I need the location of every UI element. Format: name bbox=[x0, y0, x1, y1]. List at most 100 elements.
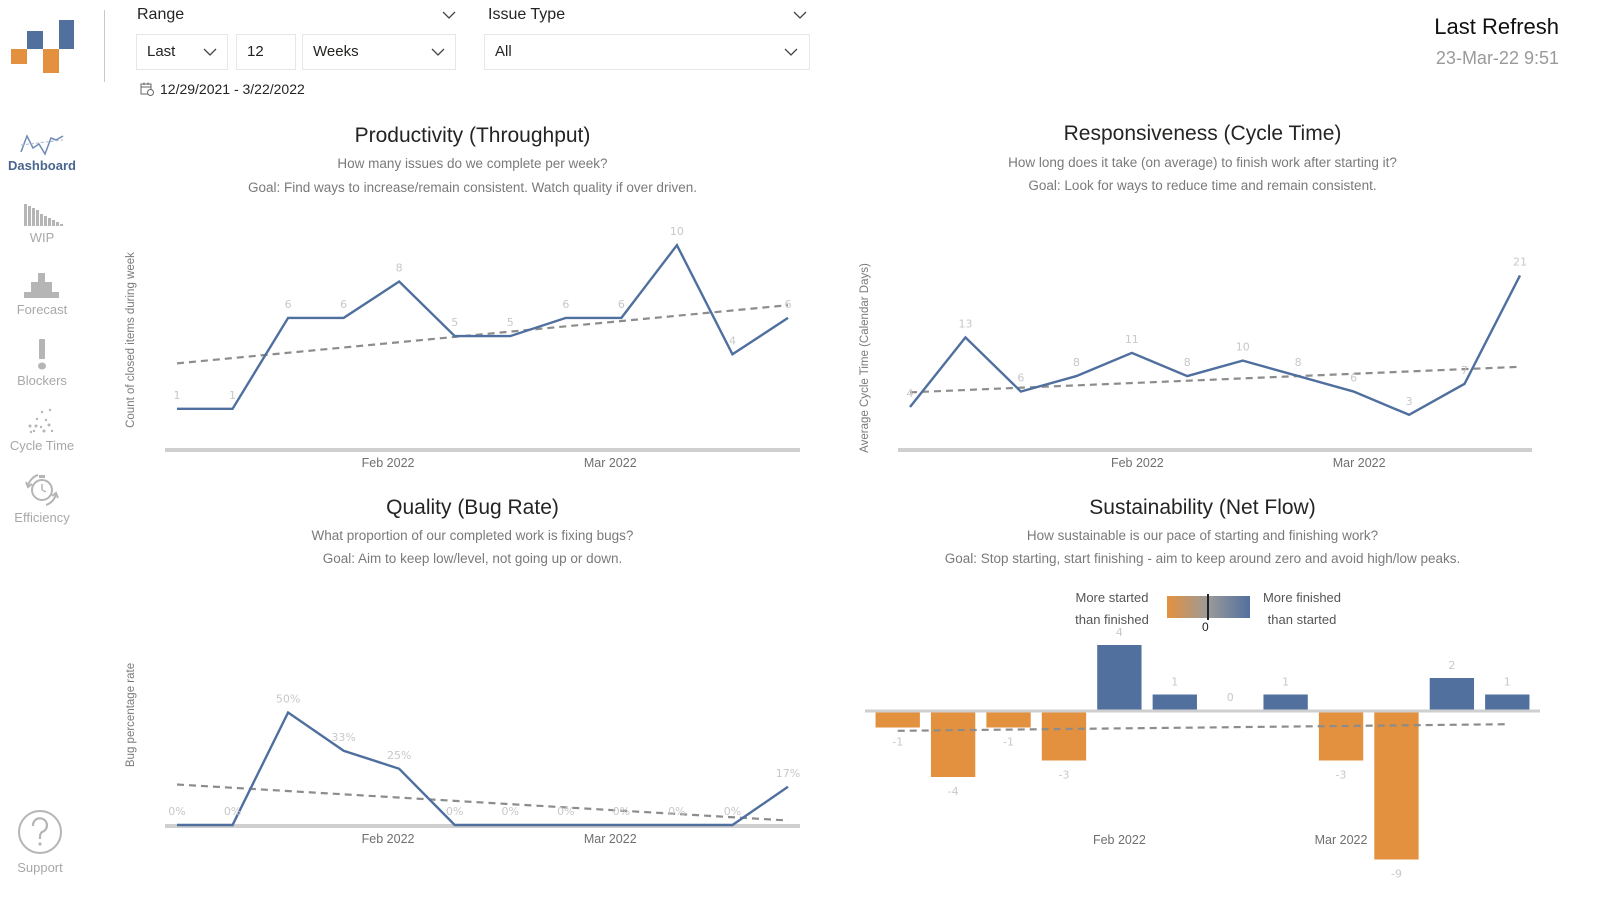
data-label: 4 bbox=[1116, 626, 1123, 639]
data-label: 8 bbox=[396, 262, 403, 275]
legend-negative-label: More started than finished bbox=[1062, 587, 1162, 631]
sidebar-item-dashboard[interactable]: Dashboard bbox=[0, 128, 84, 173]
y-axis-label: Bug percentage rate bbox=[125, 663, 137, 767]
data-label: 8 bbox=[1184, 356, 1191, 369]
net-flow-bar bbox=[1041, 711, 1087, 761]
legend-zero-marker bbox=[1207, 594, 1209, 620]
y-axis-label: Average Cycle Time (Calendar Days) bbox=[859, 263, 871, 453]
range-count-input[interactable]: 12 bbox=[236, 34, 296, 70]
bugrate-subtitle: What proportion of our completed work is… bbox=[311, 528, 634, 543]
data-label: 3 bbox=[1406, 395, 1413, 408]
histogram-icon bbox=[24, 273, 59, 298]
data-label: 50% bbox=[276, 693, 300, 706]
data-label: 6 bbox=[285, 298, 292, 311]
range-unit-value: Weeks bbox=[313, 43, 359, 60]
chevron-down-icon bbox=[203, 48, 217, 56]
app-logo bbox=[11, 20, 74, 73]
sidebar-item-label: Efficiency bbox=[14, 510, 70, 525]
data-label: 21 bbox=[1513, 255, 1527, 268]
data-label: -3 bbox=[1336, 769, 1347, 782]
series-line bbox=[177, 710, 789, 827]
series-line bbox=[909, 274, 1522, 417]
support-label: Support bbox=[17, 860, 63, 875]
stopwatch-cycle-icon bbox=[25, 474, 59, 506]
series-line bbox=[177, 242, 789, 411]
range-mode-value: Last bbox=[147, 43, 176, 60]
trend-line bbox=[176, 783, 789, 822]
legend-gradient bbox=[1167, 596, 1250, 618]
data-label: 6 bbox=[618, 298, 625, 311]
data-label: 1 bbox=[174, 389, 181, 402]
data-label: 25% bbox=[387, 749, 411, 762]
calendar-clock-icon bbox=[140, 82, 154, 96]
sidebar-item-cycle-time[interactable]: Cycle Time bbox=[0, 408, 84, 453]
trend-line bbox=[176, 304, 789, 365]
chevron-down-icon bbox=[784, 48, 798, 56]
data-label: 10 bbox=[670, 225, 684, 238]
legend-positive-line1: More finished bbox=[1262, 590, 1342, 605]
data-label: 8 bbox=[1295, 356, 1302, 369]
data-label: 0% bbox=[502, 805, 519, 818]
data-label: 6 bbox=[785, 298, 792, 311]
throughput-chart: Count of closed items during week Feb 202… bbox=[125, 225, 800, 470]
cycletime-subtitle: How long does it take (on average) to fi… bbox=[1008, 155, 1397, 170]
data-label: 1 bbox=[229, 389, 236, 402]
sidebar-item-wip[interactable]: WIP bbox=[0, 200, 84, 245]
last-refresh-value: 23-Mar-22 9:51 bbox=[1435, 48, 1559, 68]
range-collapse-chevron-icon[interactable] bbox=[442, 10, 456, 20]
data-label: 17% bbox=[776, 767, 800, 780]
net-flow-bar bbox=[1485, 694, 1530, 711]
range-label: Range bbox=[137, 6, 185, 23]
x-tick-label: Mar 2022 bbox=[584, 456, 637, 470]
data-label: 5 bbox=[451, 316, 458, 329]
data-label: 0% bbox=[668, 805, 685, 818]
chevron-down-icon bbox=[431, 48, 445, 56]
legend-negative-line2: than finished bbox=[1075, 612, 1149, 627]
legend-negative-line1: More started bbox=[1075, 590, 1149, 605]
netflow-title: Sustainability (Net Flow) bbox=[1089, 496, 1316, 519]
support-button[interactable]: Support bbox=[0, 808, 80, 875]
net-flow-bar bbox=[1152, 694, 1197, 711]
data-label: 11 bbox=[1125, 333, 1139, 346]
data-label: 6 bbox=[562, 298, 569, 311]
net-flow-bar bbox=[875, 711, 920, 728]
x-tick-label: Feb 2022 bbox=[362, 456, 415, 470]
data-label: -1 bbox=[892, 736, 903, 749]
throughput-goal: Goal: Find ways to increase/remain consi… bbox=[248, 180, 697, 195]
range-unit-dropdown[interactable]: Weeks bbox=[302, 34, 456, 70]
netflow-subtitle: How sustainable is our pace of starting … bbox=[1026, 528, 1379, 543]
net-flow-bar bbox=[1374, 711, 1419, 860]
net-flow-bar bbox=[1097, 645, 1142, 711]
netflow-goal: Goal: Stop starting, start finishing - a… bbox=[944, 551, 1461, 566]
scatter-icon bbox=[28, 408, 54, 434]
net-flow-bar bbox=[1263, 694, 1308, 711]
data-label: 0% bbox=[224, 805, 241, 818]
data-label: 1 bbox=[1171, 676, 1178, 689]
y-axis-label: Count of closed items during week bbox=[125, 252, 137, 428]
issue-type-collapse-chevron-icon[interactable] bbox=[793, 10, 807, 20]
sidebar-item-efficiency[interactable]: Efficiency bbox=[0, 470, 84, 525]
data-label: 0 bbox=[1227, 691, 1234, 704]
range-mode-dropdown[interactable]: Last bbox=[136, 34, 228, 70]
exclamation-icon bbox=[38, 339, 46, 370]
x-tick-label: Mar 2022 bbox=[1333, 456, 1386, 470]
sidebar-item-forecast[interactable]: Forecast bbox=[0, 270, 84, 317]
x-tick-label: Feb 2022 bbox=[1111, 456, 1164, 470]
x-tick-label: Mar 2022 bbox=[1315, 833, 1368, 847]
last-refresh-title: Last Refresh bbox=[1434, 14, 1559, 39]
sidebar-item-label: Forecast bbox=[16, 302, 68, 317]
data-label: 6 bbox=[1017, 372, 1024, 385]
data-label: 0% bbox=[168, 805, 185, 818]
net-flow-bar bbox=[1429, 678, 1475, 711]
throughput-title: Productivity (Throughput) bbox=[354, 124, 591, 147]
sidebar-item-blockers[interactable]: Blockers bbox=[0, 337, 84, 388]
data-label: 10 bbox=[1236, 341, 1250, 354]
issue-type-dropdown[interactable]: All bbox=[484, 34, 810, 70]
data-label: 0% bbox=[613, 805, 630, 818]
data-label: 6 bbox=[340, 298, 347, 311]
data-label: 5 bbox=[507, 316, 514, 329]
net-flow-bar bbox=[930, 711, 976, 777]
legend-zero-label: 0 bbox=[1202, 620, 1209, 634]
cycletime-chart: Average Cycle Time (Calendar Days) Feb 20… bbox=[859, 255, 1532, 470]
